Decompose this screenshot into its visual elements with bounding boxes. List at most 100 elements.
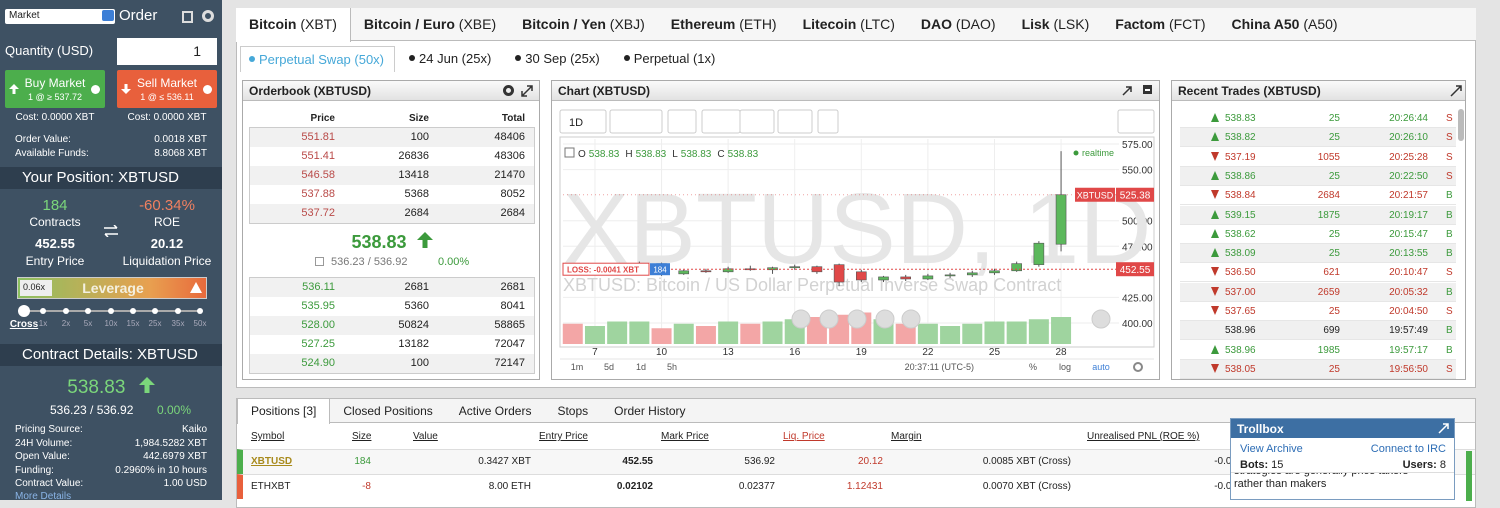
instrument-tab[interactable]: Lisk (LSK) xyxy=(1009,8,1103,41)
instrument-tab[interactable]: China A50 (A50) xyxy=(1219,8,1351,41)
archive-link[interactable]: View Archive xyxy=(1240,443,1303,455)
contract-tab[interactable]: Perpetual Swap (50x) xyxy=(240,46,396,72)
slider-stop[interactable] xyxy=(63,308,69,314)
select-arrow xyxy=(102,10,114,21)
settings-icon[interactable] xyxy=(503,85,514,96)
contract-tab[interactable]: 30 Sep (25x) xyxy=(501,46,609,72)
instrument-tab[interactable]: Ethereum (ETH) xyxy=(658,8,790,41)
trade-time: 20:22:50 xyxy=(1389,170,1428,182)
up-arrow-icon xyxy=(138,377,155,393)
more-details-link[interactable]: More Details xyxy=(15,491,72,500)
contract-header[interactable]: Contract Details: XBTUSD xyxy=(0,344,222,366)
book-cell: 48306 xyxy=(494,150,525,162)
book-price: 535.95 xyxy=(301,300,335,312)
position-cell: -8 xyxy=(362,481,371,492)
quantity-input[interactable]: 1 xyxy=(117,38,217,65)
down-arrow-icon xyxy=(121,84,131,94)
leverage-step[interactable]: 50x xyxy=(193,319,207,328)
tab-name: DAO xyxy=(920,16,953,32)
settings-icon[interactable] xyxy=(202,10,214,22)
leverage-slider[interactable]: Cross 1x 2x 5x 10x 15x 25x 35x 50x xyxy=(0,304,222,334)
leverage-step[interactable]: 15x xyxy=(126,319,140,328)
ohlc-key: L xyxy=(672,149,678,160)
trade-price: 538.96 xyxy=(1225,344,1256,356)
candle-body xyxy=(1011,263,1022,272)
leverage-bar[interactable]: 0.06x Leverage xyxy=(17,277,207,299)
slider-stop[interactable] xyxy=(18,305,30,317)
order-type-select[interactable]: Market xyxy=(5,9,115,24)
slider-stop[interactable] xyxy=(197,308,203,314)
contract-tabs: Perpetual Swap (50x) 24 Jun (25x) 30 Sep (… xyxy=(240,46,725,72)
leverage-step[interactable]: 5x xyxy=(83,319,93,328)
expand-icon[interactable] xyxy=(1438,423,1449,434)
leverage-step[interactable]: Cross xyxy=(9,319,39,330)
candle-body xyxy=(989,270,1000,274)
slider-stop[interactable] xyxy=(130,308,136,314)
position-header[interactable]: Your Position: XBTUSD xyxy=(0,167,222,189)
instrument-tab[interactable]: Bitcoin / Euro (XBE) xyxy=(351,8,509,41)
column-header: Size xyxy=(408,113,429,124)
trade-size: 25 xyxy=(1328,113,1340,124)
detail-label: Contract Value: xyxy=(15,478,84,489)
book-cell: 2681 xyxy=(500,281,525,293)
positions-tab[interactable]: Positions [3] xyxy=(237,399,331,424)
detail-row: Funding: 0.2960% in 10 hours xyxy=(15,465,207,479)
slider-stop[interactable] xyxy=(40,308,46,314)
leverage-step[interactable]: 25x xyxy=(148,319,162,328)
slider-stop[interactable] xyxy=(175,308,181,314)
trades-header: Recent Trades (XBTUSD) xyxy=(1172,81,1465,101)
positions-tab[interactable]: Closed Positions xyxy=(343,404,433,418)
positions-tab[interactable]: Active Orders xyxy=(458,404,532,418)
trade-row xyxy=(1180,321,1456,341)
expand-icon[interactable] xyxy=(521,85,533,97)
position-cell: 20.12 xyxy=(857,456,883,467)
symbol-tag xyxy=(1075,187,1115,202)
leverage-step[interactable]: 35x xyxy=(171,319,185,328)
sell-button[interactable]: Sell Market 1 @ ≤ 536.11 xyxy=(117,70,217,108)
tab-code: (DAO) xyxy=(955,16,996,32)
position-symbol[interactable]: XBTUSD xyxy=(251,456,293,467)
volume-bar xyxy=(895,323,916,344)
positions-tab[interactable]: Stops xyxy=(557,404,589,418)
entry-tag xyxy=(1116,262,1154,277)
slider-stop[interactable] xyxy=(85,308,91,314)
expand-icon[interactable] xyxy=(1450,85,1462,97)
trade-arrow xyxy=(1211,132,1219,142)
order-type: Market xyxy=(9,10,40,21)
buy-label: Buy Market xyxy=(24,76,86,90)
instrument-tab[interactable]: Bitcoin / Yen (XBJ) xyxy=(509,8,658,41)
slider-stop[interactable] xyxy=(152,308,158,314)
trade-arrow xyxy=(1211,267,1219,277)
range-button: 1m xyxy=(571,362,584,372)
contract-tab[interactable]: Perpetual (1x) xyxy=(610,46,726,72)
scrollbar[interactable] xyxy=(1458,109,1464,141)
position-symbol[interactable]: ETHXBT xyxy=(251,481,291,492)
contract-tab[interactable]: 24 Jun (25x) xyxy=(395,46,501,72)
tab-name: China A50 xyxy=(1231,16,1300,32)
realtime-dot xyxy=(1073,150,1079,156)
instrument-tab[interactable]: Bitcoin (XBT) xyxy=(236,8,351,42)
positions-tab[interactable]: Order History xyxy=(614,404,686,418)
trade-time: 19:57:49 xyxy=(1389,325,1428,337)
link-icon xyxy=(315,257,324,266)
calculator-icon[interactable] xyxy=(182,11,193,23)
leverage-step[interactable]: 2x xyxy=(61,319,71,328)
irc-link[interactable]: Connect to IRC xyxy=(1370,443,1446,455)
tab-name: Ethereum xyxy=(670,16,736,32)
instrument-tab[interactable]: Factom (FCT) xyxy=(1102,8,1218,41)
bids-box xyxy=(249,277,535,374)
leverage-step[interactable]: 1x xyxy=(38,319,48,328)
buy-button[interactable]: Buy Market 1 @ ≥ 537.72 xyxy=(5,70,105,108)
leverage-step[interactable]: 10x xyxy=(104,319,118,328)
candle-body xyxy=(833,264,845,283)
candle-body xyxy=(900,276,911,280)
detail-value: Kaiko xyxy=(181,424,207,435)
trade-arrow xyxy=(1211,151,1219,161)
instrument-tab[interactable]: DAO (DAO) xyxy=(908,8,1009,41)
entry-label: Entry Price xyxy=(25,254,85,268)
range-button: 1d xyxy=(636,362,646,372)
panel-icons[interactable] xyxy=(1122,84,1152,96)
instrument-tab[interactable]: Litecoin (LTC) xyxy=(790,8,908,41)
slider-stop[interactable] xyxy=(108,308,114,314)
